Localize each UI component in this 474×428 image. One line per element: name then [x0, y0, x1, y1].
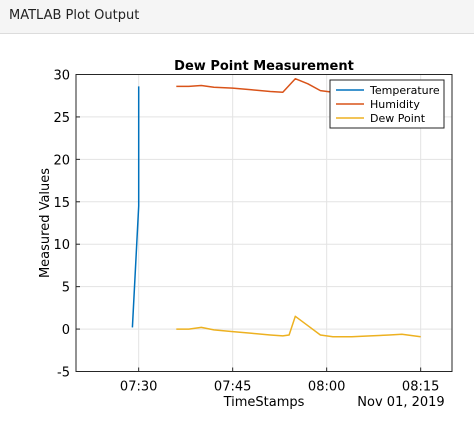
x-axis: 07:30 07:45 08:00 08:15: [120, 367, 439, 395]
y-tick-label: 10: [53, 238, 70, 253]
x-axis-label: TimeStamps: [223, 395, 305, 410]
window-title: MATLAB Plot Output: [9, 8, 140, 23]
figure-area: Dew Point Measurement -5 0 5 10 15 20 25 30 07:…: [0, 34, 474, 424]
y-tick-label: 20: [53, 153, 70, 168]
series-line-temperature: [131, 86, 140, 328]
legend-label-temperature: Temperature: [369, 84, 440, 97]
x-tick-label: 07:30: [120, 380, 157, 395]
x-tick-label: 07:45: [214, 380, 251, 395]
y-tick-label: 30: [53, 69, 70, 84]
y-tick-label: 15: [53, 196, 70, 211]
y-axis-label: Measured Values: [38, 168, 53, 278]
dew-point-chart: Dew Point Measurement -5 0 5 10 15 20 25 30 07:…: [38, 59, 453, 410]
legend-label-dew-point: Dew Point: [370, 112, 426, 125]
x-tick-label: 08:00: [308, 380, 345, 395]
y-tick-label: 5: [62, 281, 70, 296]
x-tick-label: 08:15: [402, 380, 439, 395]
y-tick-label: -5: [57, 366, 70, 381]
chart-title: Dew Point Measurement: [174, 59, 354, 74]
plot-box: [75, 74, 453, 372]
window-titlebar: MATLAB Plot Output: [0, 0, 474, 34]
date-label: Nov 01, 2019: [357, 395, 444, 410]
y-tick-label: 0: [62, 323, 70, 338]
legend-label-humidity: Humidity: [370, 98, 420, 111]
y-tick-label: 25: [53, 111, 70, 126]
y-axis: -5 0 5 10 15 20 25 30: [53, 69, 80, 381]
series-line-dew-point: [176, 315, 421, 338]
